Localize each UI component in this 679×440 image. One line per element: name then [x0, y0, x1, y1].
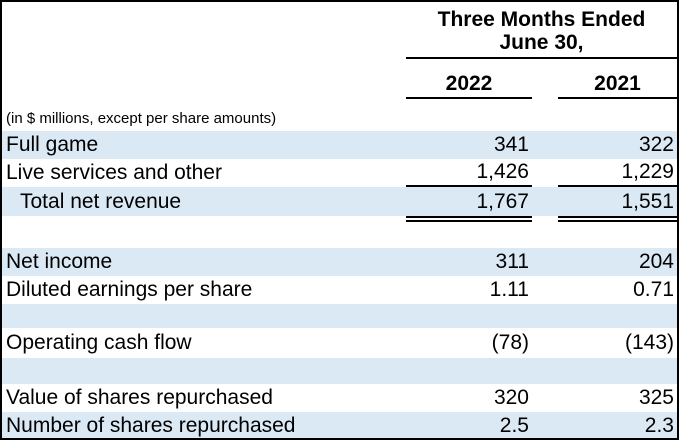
table-row-total-net-revenue: Total net revenue 1,767 1,551 [2, 187, 677, 216]
table-header: Three Months Ended June 30, 2022 2021 [2, 2, 677, 105]
row-label: Operating cash flow [6, 331, 192, 354]
table-row-full-game: Full game 341 322 [2, 131, 677, 159]
value-2021: 1,229 [558, 159, 677, 187]
header-label-spacer [2, 2, 406, 59]
value-2022: 320 [493, 386, 529, 409]
table-row-live-services: Live services and other 1,426 1,229 [2, 159, 677, 187]
total-double-underline [406, 216, 532, 248]
year-header-row: 2022 2021 [2, 71, 677, 99]
value-2021: 0.71 [633, 278, 674, 301]
row-label: Number of shares repurchased [6, 413, 296, 437]
spacer-row [2, 358, 677, 384]
row-label: Net income [6, 250, 113, 273]
total-double-underline [558, 216, 677, 248]
table-row-operating-cash-flow: Operating cash flow (78) (143) [2, 328, 677, 358]
units-note-row: (in $ millions, except per share amounts… [2, 105, 677, 131]
row-label: Value of shares repurchased [6, 386, 273, 409]
value-2021: 1,551 [621, 189, 674, 213]
value-2021: 204 [638, 250, 674, 273]
period-header: Three Months Ended June 30, [406, 2, 677, 59]
value-2022: 2.5 [499, 413, 529, 437]
header-gap [2, 59, 677, 71]
spacer-row-double-rule [2, 216, 677, 248]
period-title-line1: Three Months Ended [437, 8, 646, 31]
value-2021: 322 [638, 133, 674, 156]
header-label-spacer [2, 71, 406, 99]
value-2022: 341 [493, 133, 529, 156]
table-row-value-shares-repurchased: Value of shares repurchased 320 325 [2, 384, 677, 412]
row-label: Live services and other [6, 161, 222, 184]
row-label: Full game [6, 133, 99, 156]
value-2022: 1.11 [489, 278, 529, 301]
period-title-line2: June 30, [499, 31, 584, 54]
row-label: Total net revenue [20, 189, 182, 213]
value-2022: 1,767 [476, 189, 529, 213]
table-row-number-shares-repurchased: Number of shares repurchased 2.5 2.3 [2, 412, 677, 438]
row-label: Diluted earnings per share [6, 278, 253, 301]
table-row-net-income: Net income 311 204 [2, 248, 677, 276]
value-2022: (78) [491, 331, 529, 354]
year-column-2022: 2022 [406, 71, 532, 99]
value-2021: 325 [638, 386, 674, 409]
units-note: (in $ millions, except per share amounts… [6, 109, 277, 127]
table-row-diluted-eps: Diluted earnings per share 1.11 0.71 [2, 276, 677, 304]
value-2021: 2.3 [644, 413, 674, 437]
value-2021: (143) [624, 331, 674, 354]
column-gap [532, 71, 558, 99]
value-2022: 1,426 [406, 159, 532, 187]
value-2022: 311 [495, 250, 529, 273]
period-header-row: Three Months Ended June 30, [2, 2, 677, 59]
spacer-row [2, 304, 677, 328]
year-column-2021: 2021 [558, 71, 677, 99]
